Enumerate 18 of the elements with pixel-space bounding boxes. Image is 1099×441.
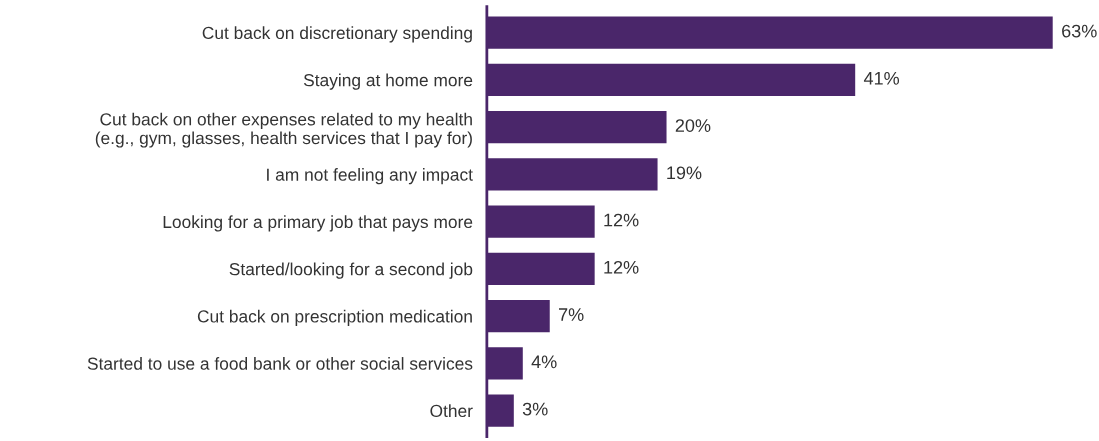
y-tick-label: Looking for a primary job that pays more — [163, 215, 473, 232]
y-tick-label: I am not feeling any impact — [267, 168, 473, 185]
data-label: 20% — [675, 119, 711, 132]
y-tick-label: Cut back on discretionary spending — [202, 26, 472, 43]
y-tick-label: Started to use a food bank or other social services — [87, 357, 473, 370]
data-label: 19% — [667, 166, 702, 180]
y-tick-label: Other — [430, 404, 473, 418]
data-label: 12% — [604, 260, 639, 274]
data-label: 12% — [604, 213, 639, 227]
y-tick-label: Cut back on prescription medication — [197, 309, 472, 326]
y-tick-label: Cut back on other expenses related to my health (e.g., gym, glasses, health services that I pay for) — [95, 112, 472, 148]
data-label: 7% — [559, 308, 584, 321]
y-tick-label: Started/looking for a second job — [229, 262, 473, 279]
data-label: 4% — [531, 355, 557, 369]
data-label: 3% — [522, 402, 548, 416]
y-tick-label: Staying at home more — [303, 73, 473, 90]
data-label: 41% — [863, 71, 900, 85]
data-label: 63% — [1062, 24, 1097, 38]
